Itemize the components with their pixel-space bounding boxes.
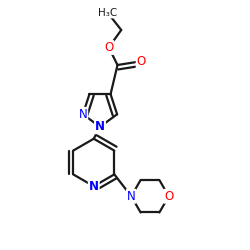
Text: O: O: [137, 55, 146, 68]
Text: H₃C: H₃C: [98, 8, 117, 18]
Text: N: N: [89, 180, 99, 193]
Text: O: O: [104, 41, 114, 54]
Text: N: N: [127, 190, 136, 203]
Text: N: N: [78, 108, 87, 121]
Text: O: O: [164, 190, 173, 203]
Text: N: N: [95, 120, 105, 133]
